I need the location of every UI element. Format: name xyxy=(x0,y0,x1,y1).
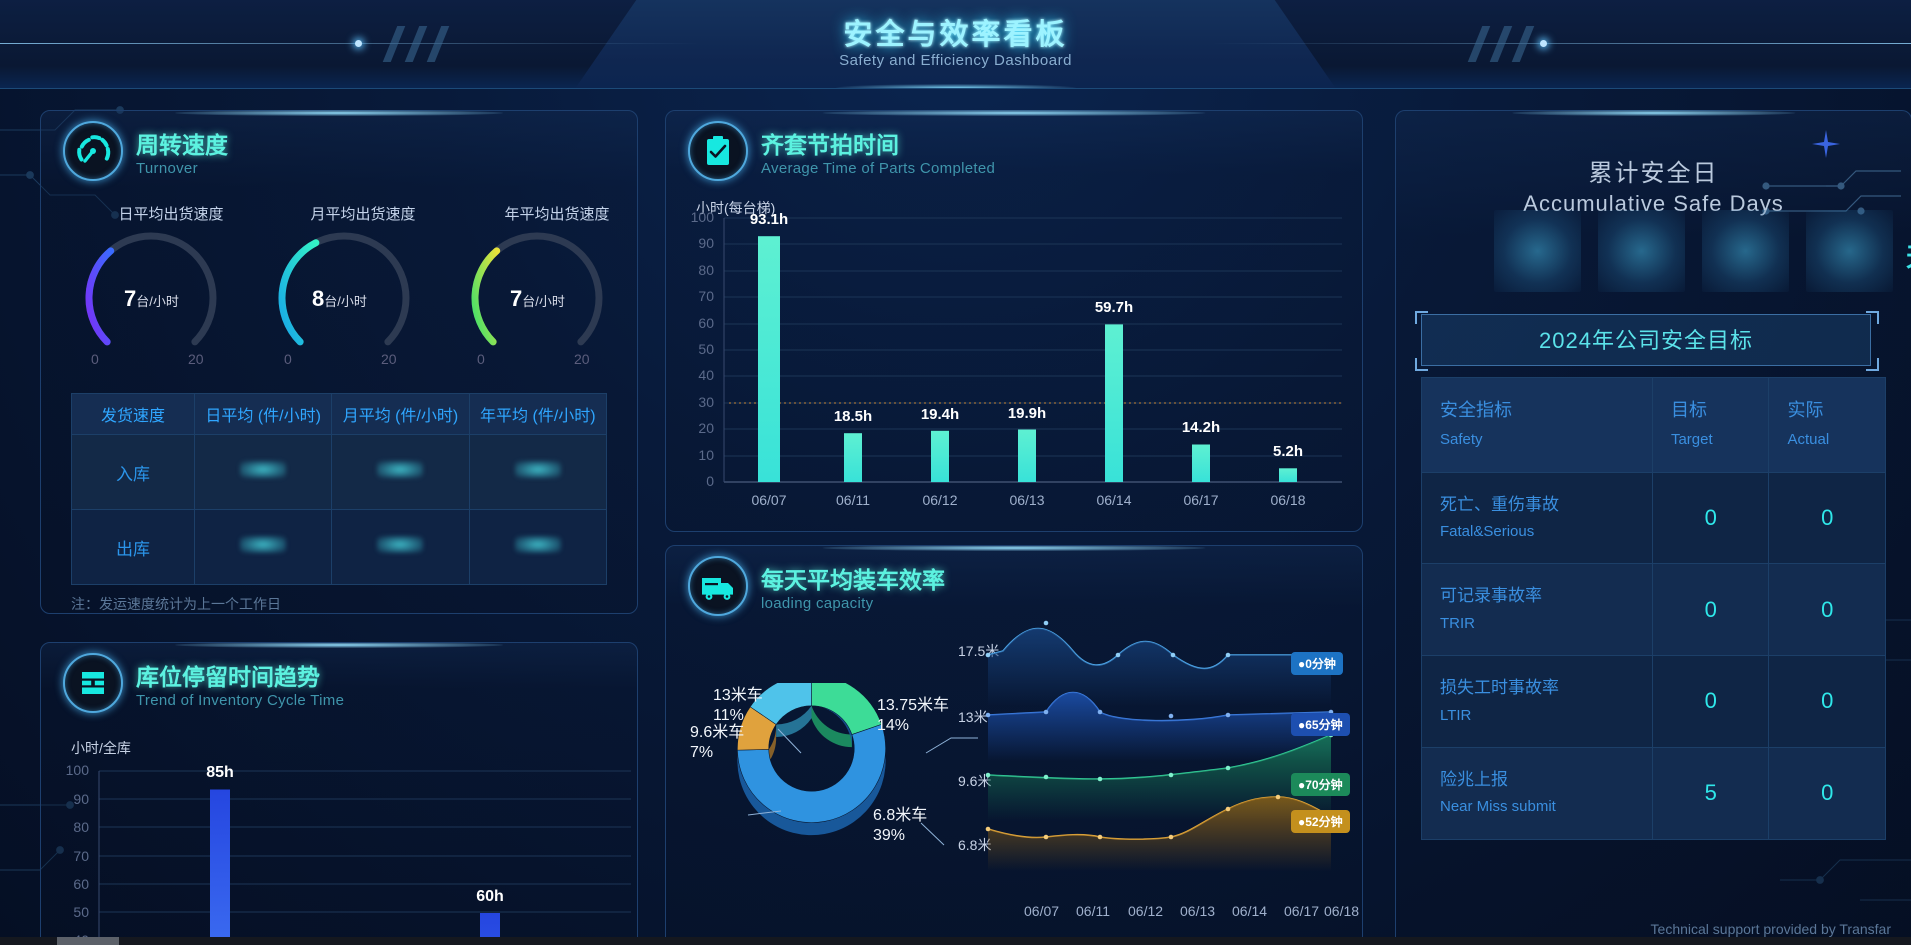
svg-text:7台/小时: 7台/小时 xyxy=(124,286,179,311)
svg-text:5.2h: 5.2h xyxy=(1273,443,1303,460)
svg-text:59.7h: 59.7h xyxy=(1095,299,1133,316)
svg-text:0: 0 xyxy=(284,351,292,367)
svg-text:30: 30 xyxy=(698,394,714,410)
svg-text:06/14: 06/14 xyxy=(1096,492,1131,508)
svg-text:50: 50 xyxy=(698,341,714,357)
svg-text:70: 70 xyxy=(73,848,89,864)
svg-text:10: 10 xyxy=(698,447,714,463)
svg-text:19.9h: 19.9h xyxy=(1008,405,1046,422)
svg-text:80: 80 xyxy=(73,819,89,835)
svg-text:06/13: 06/13 xyxy=(1009,492,1044,508)
svg-text:18.5h: 18.5h xyxy=(834,408,872,425)
svg-text:60: 60 xyxy=(73,876,89,892)
svg-text:85h: 85h xyxy=(206,764,234,781)
svg-text:70: 70 xyxy=(698,288,714,304)
svg-text:20: 20 xyxy=(381,351,397,367)
svg-text:20: 20 xyxy=(188,351,204,367)
svg-text:20: 20 xyxy=(698,420,714,436)
svg-text:06/18: 06/18 xyxy=(1270,492,1305,508)
svg-text:100: 100 xyxy=(66,762,90,778)
svg-text:60: 60 xyxy=(698,315,714,331)
svg-text:7台/小时: 7台/小时 xyxy=(510,286,565,311)
svg-text:19.4h: 19.4h xyxy=(921,406,959,423)
svg-text:06/07: 06/07 xyxy=(751,492,786,508)
svg-text:0: 0 xyxy=(91,351,99,367)
svg-text:8台/小时: 8台/小时 xyxy=(312,286,367,311)
svg-text:06/11: 06/11 xyxy=(836,492,870,508)
svg-text:60h: 60h xyxy=(476,888,504,905)
svg-text:14.2h: 14.2h xyxy=(1182,419,1220,436)
svg-text:0: 0 xyxy=(477,351,485,367)
svg-text:40: 40 xyxy=(698,367,714,383)
svg-text:50: 50 xyxy=(73,904,89,920)
svg-text:90: 90 xyxy=(73,791,89,807)
svg-text:80: 80 xyxy=(698,262,714,278)
svg-text:100: 100 xyxy=(691,211,715,225)
svg-text:06/17: 06/17 xyxy=(1183,492,1218,508)
svg-text:0: 0 xyxy=(706,473,714,489)
svg-text:90: 90 xyxy=(698,235,714,251)
svg-text:20: 20 xyxy=(574,351,590,367)
svg-text:06/12: 06/12 xyxy=(922,492,957,508)
svg-text:93.1h: 93.1h xyxy=(750,211,788,228)
